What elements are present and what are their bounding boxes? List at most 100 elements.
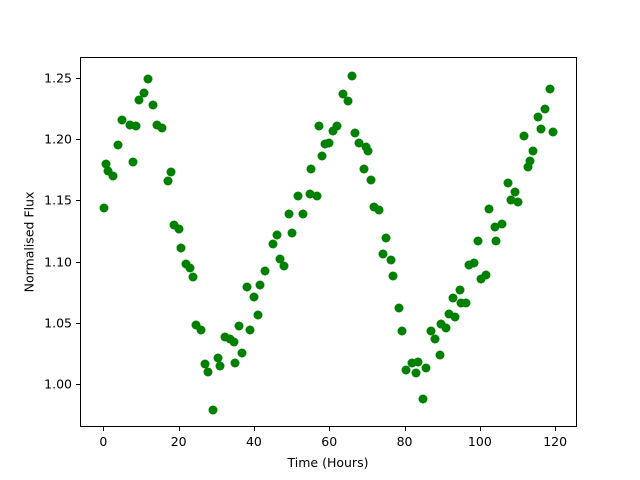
data-point <box>436 319 446 329</box>
y-tick-label: 1.05 <box>44 315 72 331</box>
x-tick-label: 100 <box>467 434 492 449</box>
data-point <box>426 326 436 336</box>
data-point <box>381 233 391 243</box>
data-point <box>272 230 282 240</box>
data-point <box>476 274 486 284</box>
y-tick-mark <box>76 78 80 80</box>
data-point <box>411 368 421 378</box>
data-point <box>421 363 431 373</box>
data-point <box>366 175 376 185</box>
data-point <box>536 124 546 134</box>
y-tick-mark <box>76 139 80 141</box>
data-point <box>548 127 558 137</box>
data-point <box>242 282 252 292</box>
data-point <box>450 312 460 322</box>
data-point <box>213 353 223 363</box>
x-axis-label: Time (Hours) <box>287 455 369 470</box>
data-point <box>287 228 297 238</box>
data-point <box>188 272 198 282</box>
y-tick-label: 1.00 <box>44 376 72 392</box>
data-point <box>484 204 494 214</box>
data-point <box>275 254 285 264</box>
data-point <box>448 293 458 303</box>
data-point <box>284 209 294 219</box>
data-point <box>229 337 239 347</box>
data-point <box>523 162 533 172</box>
data-point <box>338 89 348 99</box>
data-point <box>117 115 127 125</box>
data-point <box>413 357 423 367</box>
data-point <box>176 243 186 253</box>
data-point <box>354 138 364 148</box>
data-point <box>317 151 327 161</box>
data-point <box>169 220 179 230</box>
x-tick-mark <box>253 427 255 431</box>
data-point <box>237 348 247 358</box>
data-point <box>332 121 342 131</box>
data-point <box>245 325 255 335</box>
data-point <box>314 121 324 131</box>
x-tick-mark <box>404 427 406 431</box>
x-tick-label: 40 <box>245 434 262 449</box>
data-point <box>401 365 411 375</box>
y-tick-mark <box>76 261 80 263</box>
data-point <box>461 298 471 308</box>
data-point <box>490 222 500 232</box>
data-point <box>134 95 144 105</box>
data-point <box>131 121 141 131</box>
x-tick-label: 0 <box>99 434 108 449</box>
data-point <box>128 157 138 167</box>
x-tick-label: 60 <box>321 434 338 449</box>
data-point <box>253 310 263 320</box>
data-point <box>305 189 315 199</box>
data-point <box>152 120 162 130</box>
y-tick-label: 1.20 <box>44 131 72 147</box>
data-point <box>174 224 184 234</box>
x-tick-label: 20 <box>170 434 187 449</box>
data-point <box>456 298 466 308</box>
data-point <box>139 88 149 98</box>
data-point <box>255 280 265 290</box>
data-point <box>369 202 379 212</box>
data-point <box>220 332 230 342</box>
data-point <box>157 123 167 133</box>
data-point <box>234 321 244 331</box>
data-point <box>525 156 535 166</box>
data-point <box>430 334 440 344</box>
data-point <box>503 178 513 188</box>
data-point <box>328 126 338 136</box>
data-point <box>230 358 240 368</box>
data-point <box>481 270 491 280</box>
data-point <box>363 146 373 156</box>
data-point <box>260 266 270 276</box>
data-point <box>306 164 316 174</box>
data-point <box>163 176 173 186</box>
data-point <box>374 205 384 215</box>
data-point <box>540 104 550 114</box>
x-tick-mark <box>103 427 105 431</box>
data-point <box>191 320 201 330</box>
x-tick-mark <box>178 427 180 431</box>
data-point <box>441 323 451 333</box>
data-point <box>513 197 523 207</box>
x-tick-mark <box>329 427 331 431</box>
data-point <box>215 361 225 371</box>
y-tick-mark <box>76 383 80 385</box>
y-tick-label: 1.15 <box>44 192 72 208</box>
data-point <box>298 209 308 219</box>
data-point <box>506 195 516 205</box>
data-point <box>143 74 153 84</box>
data-point <box>444 309 454 319</box>
y-tick-label: 1.10 <box>44 254 72 270</box>
data-point <box>361 142 371 152</box>
data-point <box>103 166 113 176</box>
x-tick-label: 120 <box>543 434 568 449</box>
data-point <box>519 131 529 141</box>
data-point <box>386 255 396 265</box>
data-point <box>350 128 360 138</box>
data-point <box>388 271 398 281</box>
data-point <box>125 120 135 130</box>
data-point <box>464 260 474 270</box>
data-point <box>497 219 507 229</box>
